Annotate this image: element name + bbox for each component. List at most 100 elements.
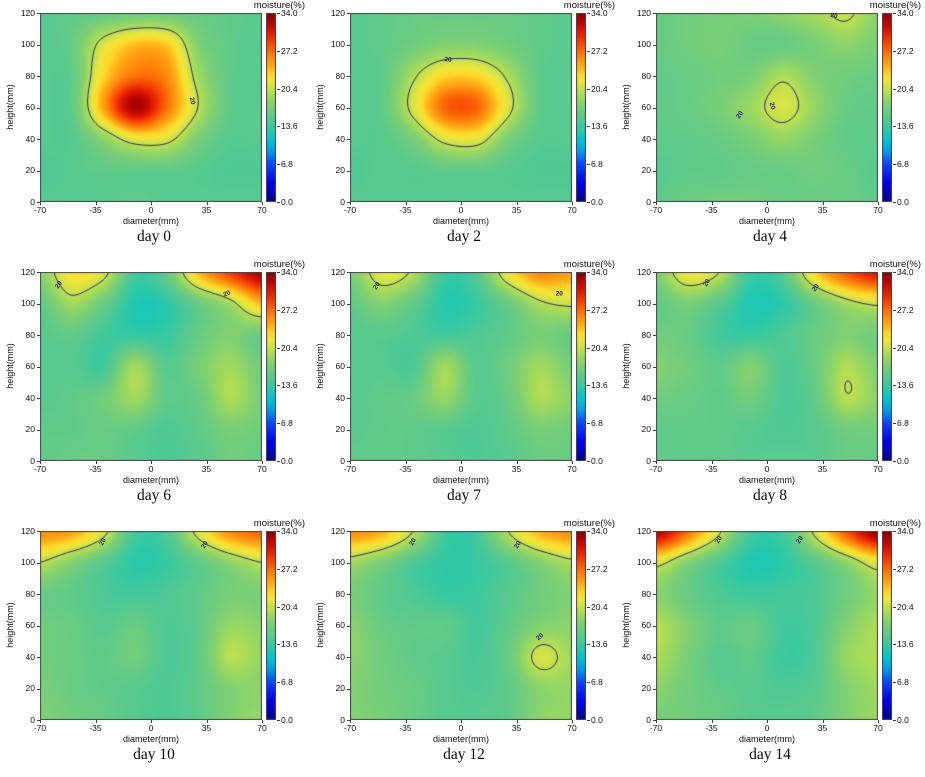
y-tick-label: 0: [340, 455, 345, 466]
y-tick-mark: [347, 688, 350, 690]
panel-caption: day 4: [752, 228, 787, 245]
y-tick-label: 20: [335, 683, 345, 693]
colorbar-tick-label: 0.0: [591, 197, 603, 207]
x-tick-mark: [656, 202, 657, 205]
y-tick-label: 0: [340, 196, 345, 207]
y-tick-label: 100: [636, 39, 651, 49]
x-tick-mark: [206, 461, 208, 464]
y-tick-label: 120: [20, 266, 35, 277]
x-tick-mark: [40, 461, 41, 464]
colorbar-tick-label: 27.2: [281, 563, 298, 574]
colorbar-tick-label: 20.4: [897, 83, 914, 94]
colorbar-title: moisture(%): [869, 259, 921, 270]
colorbar-tick-label: 6.8: [897, 418, 909, 429]
colorbar: [882, 272, 892, 461]
colorbar-tick-label: 6.8: [591, 418, 603, 429]
colorbar-tick-mark: [893, 272, 896, 273]
colorbar-tick-label: 20.4: [281, 83, 298, 94]
y-tick-mark: [653, 625, 656, 627]
x-tick-mark: [656, 461, 657, 464]
y-tick-label: 100: [20, 39, 35, 49]
y-tick-mark: [653, 335, 656, 336]
panel-caption: day 7: [446, 487, 481, 504]
x-tick-mark: [350, 202, 351, 205]
colorbar-title: moisture(%): [563, 0, 615, 11]
y-tick-mark: [37, 562, 40, 564]
y-tick-mark: [37, 531, 40, 532]
colorbar-tick-label: 20.4: [897, 601, 914, 612]
colorbar-tick-mark: [587, 720, 590, 721]
colorbar-tick-mark: [277, 423, 280, 425]
y-tick-mark: [37, 335, 40, 336]
colorbar-tick-mark: [587, 682, 590, 684]
y-tick-label: 60: [641, 361, 651, 371]
colorbar-tick-mark: [277, 644, 280, 646]
colorbar-tick-mark: [587, 50, 590, 52]
colorbar-tick-label: 34.0: [591, 526, 608, 536]
y-tick-label: 100: [330, 39, 345, 49]
y-tick-label: 20: [335, 424, 345, 434]
y-tick-mark: [37, 625, 40, 627]
y-tick-mark: [653, 272, 656, 273]
x-tick-mark: [461, 202, 462, 205]
y-tick-mark: [653, 594, 656, 595]
heatmap-canvas: [656, 531, 878, 720]
x-tick-label: 70: [873, 464, 883, 474]
colorbar-tick-label: 34.0: [281, 267, 298, 277]
y-tick-label: 20: [25, 424, 35, 434]
y-tick-mark: [653, 461, 656, 462]
colorbar: [576, 13, 586, 202]
x-tick-label: -35: [705, 464, 718, 474]
y-tick-mark: [37, 76, 40, 77]
x-tick-label: -35: [705, 723, 718, 733]
y-tick-mark: [653, 531, 656, 532]
heatmap-canvas: [656, 13, 878, 202]
colorbar-tick-mark: [587, 423, 590, 425]
x-tick-mark: [151, 202, 152, 205]
colorbar: [882, 531, 892, 720]
y-tick-mark: [37, 398, 40, 399]
x-tick-label: 35: [511, 464, 522, 474]
y-tick-mark: [347, 562, 350, 564]
y-tick-mark: [37, 720, 40, 721]
x-tick-mark: [516, 720, 518, 723]
x-axis-title: diameter(mm): [738, 216, 795, 226]
colorbar-tick-mark: [893, 423, 896, 425]
y-tick-mark: [347, 335, 350, 336]
x-tick-mark: [350, 461, 351, 464]
y-tick-mark: [347, 139, 350, 140]
x-tick-mark: [767, 461, 768, 464]
colorbar-tick-mark: [277, 531, 280, 532]
colorbar-tick-mark: [587, 568, 590, 570]
x-axis-title: diameter(mm): [432, 734, 489, 744]
colorbar-tick-label: 6.8: [591, 677, 603, 688]
x-tick-mark: [656, 720, 657, 723]
x-tick-label: 70: [873, 205, 883, 215]
y-tick-label: 20: [25, 683, 35, 693]
colorbar-tick-label: 0.0: [591, 715, 603, 725]
y-tick-mark: [347, 272, 350, 273]
contour-panel: moisture(%) height(mm) diameter(mm) day …: [310, 518, 618, 777]
colorbar-tick-mark: [277, 50, 280, 52]
colorbar-tick-label: 27.2: [897, 304, 914, 315]
x-tick-mark: [350, 720, 351, 723]
y-tick-label: 20: [25, 165, 35, 175]
colorbar-tick-label: 27.2: [591, 304, 608, 315]
y-tick-label: 120: [636, 7, 651, 18]
y-tick-mark: [347, 76, 350, 77]
contour-label: 20: [444, 56, 453, 65]
x-axis-title: diameter(mm): [122, 475, 179, 485]
x-tick-mark: [461, 720, 462, 723]
x-tick-mark: [878, 461, 879, 464]
x-tick-label: 70: [257, 205, 267, 215]
x-tick-label: 70: [257, 464, 267, 474]
y-tick-mark: [37, 429, 40, 431]
y-tick-label: 80: [25, 588, 35, 599]
colorbar-tick-mark: [893, 309, 896, 311]
y-tick-label: 0: [30, 714, 35, 725]
x-tick-mark: [262, 202, 263, 205]
y-tick-label: 120: [330, 266, 345, 277]
heatmap-canvas: [350, 13, 572, 202]
colorbar-title: moisture(%): [869, 0, 921, 11]
